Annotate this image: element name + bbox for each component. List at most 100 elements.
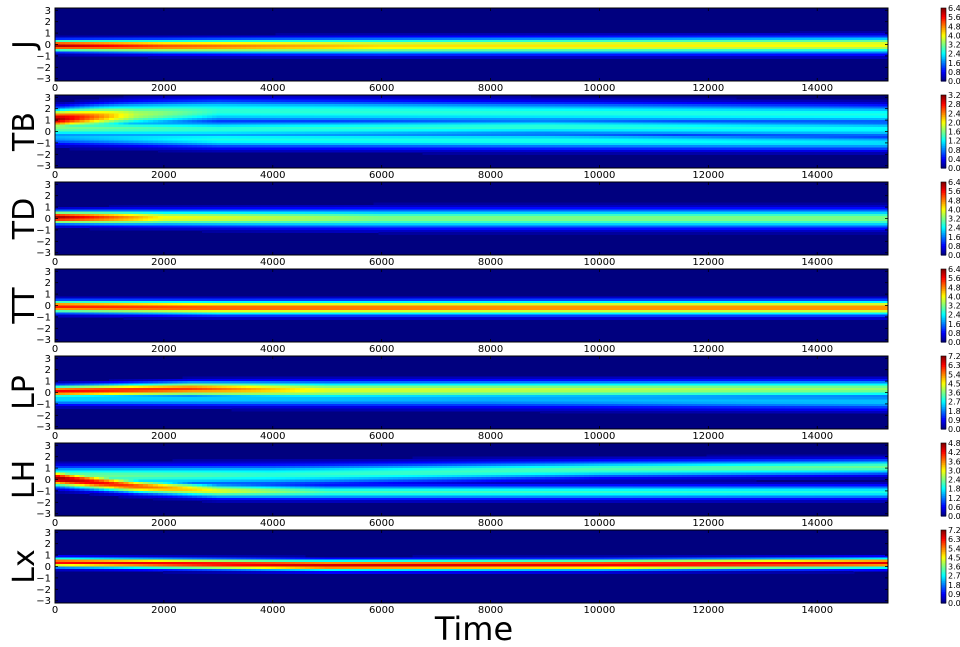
x-tick-label: 12000 [692,83,724,94]
heatmap-cell [521,56,527,59]
heatmap-cell [555,56,561,59]
heatmap-cell [423,152,429,155]
heatmap-cell [398,150,404,153]
heatmap-cell [834,56,840,59]
heatmap-cell [761,56,767,59]
heatmap-cell [290,56,296,59]
heatmap-cell [707,56,713,59]
heatmap-cell [251,56,257,59]
heatmap-cell [815,56,821,59]
heatmap-cell [658,56,664,59]
heatmap-cell [60,54,66,57]
heatmap-cell [266,150,272,153]
heatmap-cell [148,56,154,59]
heatmap-cell [437,56,443,59]
heatmap-cell [153,147,159,150]
heatmap-cell [305,150,311,153]
heatmap-cell [65,54,71,57]
x-tick-label: 10000 [584,83,616,94]
heatmap-cell [300,56,306,59]
heatmap-cell [864,56,870,59]
colorbar-tick-label: 4.8 [948,22,960,31]
heatmap-cell [222,150,228,153]
heatmap-cell [668,56,674,59]
heatmap-cell [75,147,81,150]
heatmap-cell [383,150,389,153]
heatmap-cell [854,56,860,59]
heatmap-cell [770,56,776,59]
heatmap-cell [810,56,816,59]
heatmap-cell [310,150,316,153]
heatmap-cell [432,152,438,155]
heatmap-cell [619,56,625,59]
x-tick-label: 0 [52,83,58,94]
heatmap-cell [702,56,708,59]
heatmap-cell [315,150,321,153]
heatmap-cell [452,152,458,155]
heatmap-cell [349,56,355,59]
heatmap-cell [388,150,394,153]
heatmap-cell [163,150,169,153]
heatmap-cell [599,152,605,155]
heatmap-cell [452,56,458,59]
heatmap-cell [280,150,286,153]
heatmap-cell [491,152,497,155]
heatmap-cell [731,56,737,59]
heatmap-cell [623,56,629,59]
heatmap-cell [138,147,144,150]
heatmap-cell [153,56,159,59]
heatmap-cell [133,54,139,57]
heatmap-cell [246,56,252,59]
heatmap-cell [594,152,600,155]
heatmap-cell [535,56,541,59]
heatmap-cell [442,56,448,59]
heatmap-cell [633,56,639,59]
heatmap-cell [408,150,414,153]
heatmap-cell [261,56,267,59]
heatmap-cell [609,152,615,155]
heatmap-cell [334,150,340,153]
heatmap-cell [236,150,242,153]
heatmap-cell [271,56,277,59]
heatmap-cell [207,56,213,59]
heatmap-cell [472,152,478,155]
heatmap-cell [859,56,865,59]
heatmap-cell [65,145,71,148]
heatmap-cell [276,150,282,153]
colorbar: 6.45.64.84.03.22.41.60.80.0 [941,4,960,86]
heatmap-cell [501,152,507,155]
y-tick-label: 3 [45,6,51,17]
heatmap-cell [501,56,507,59]
heatmap-cell [143,54,149,57]
heatmap-cell [320,56,326,59]
heatmap-cell [413,150,419,153]
heatmap-cell [589,152,595,155]
heatmap-cell [839,56,845,59]
heatmap-cell [550,56,556,59]
heatmap-cell [359,150,365,153]
heatmap-cell [790,56,796,59]
heatmap-cell [168,56,174,59]
heatmap-cell [374,150,380,153]
heatmap-cell [339,150,345,153]
heatmap-cell [354,56,360,59]
x-tick-label: 8000 [478,83,503,94]
y-tick-label: 0 [45,40,51,51]
heatmap-cell [437,152,443,155]
heatmap-cell [369,150,375,153]
heatmap-cell [212,150,218,153]
heatmap-cell [457,56,463,59]
colorbar-tick-label: 4.0 [948,31,960,40]
heatmap-cell [231,150,237,153]
heatmap-cell [530,152,536,155]
panel-tb: 3210−1−2−30 2000 4000 6000 8000 10000 12000 140… [7,91,960,181]
heatmap-cell [565,152,571,155]
heatmap-cell [565,56,571,59]
heatmap-cell [104,54,110,57]
heatmap-cell [687,56,693,59]
heatmap-cell [584,56,590,59]
heatmap-cell [300,150,306,153]
heatmap-cell [378,56,384,59]
heatmap-cell [271,150,277,153]
heatmap-cell [653,152,659,155]
